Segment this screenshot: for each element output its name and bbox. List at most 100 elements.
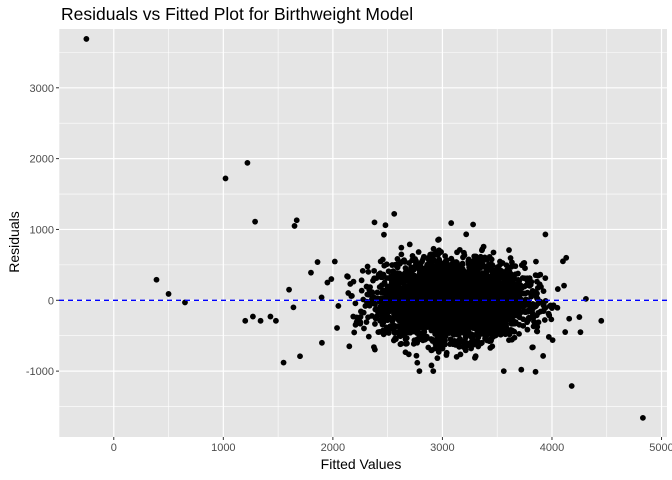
data-point [403,340,410,347]
data-point [463,333,470,339]
data-point [252,218,258,225]
data-point [444,313,451,320]
data-point [472,267,479,274]
data-point [352,300,359,307]
data-point [639,414,646,421]
data-point [347,281,354,287]
data-point [331,258,338,265]
data-point [412,260,419,266]
data-point [534,328,541,335]
data-point [478,340,484,347]
data-point [430,325,436,331]
data-point [442,320,449,327]
data-point [465,261,472,267]
data-point [319,339,325,346]
data-point [359,267,366,274]
data-point [407,329,414,336]
data-point [475,257,482,264]
data-point [371,346,378,353]
data-point [456,312,463,319]
data-point [428,312,434,319]
plot-panel [59,29,667,437]
data-point [364,263,371,270]
data-point [153,276,160,283]
data-point [414,359,421,366]
data-point [371,267,378,274]
data-point [522,297,529,304]
data-point [500,284,507,291]
data-point [492,266,499,273]
data-point [448,279,454,285]
data-point [360,296,367,303]
data-point [372,321,378,327]
data-point [504,268,511,275]
data-point [365,333,372,340]
data-point [524,319,531,326]
data-point [390,301,396,308]
data-point [398,251,405,258]
data-point [435,320,442,326]
data-point [503,262,510,269]
data-point [363,283,370,290]
x-axis-ticks: 0 1000 2000 3000 4000 5000 [111,437,672,454]
data-point [461,249,467,256]
data-point [439,293,446,300]
data-point [488,313,495,320]
data-point [598,317,605,324]
data-point [414,330,420,336]
data-point [407,309,414,316]
data-point [428,294,435,301]
minor-gridlines [58,29,667,437]
data-point [413,352,420,359]
data-point [488,280,494,287]
data-point [395,317,402,324]
data-point [435,332,442,338]
data-point [520,316,527,323]
data-point [411,313,418,320]
data-point [408,318,415,325]
data-point [395,281,402,288]
data-point [408,274,415,280]
data-point [503,320,509,327]
data-point [507,255,514,261]
data-point [480,271,487,278]
y-tick-label: 1000 [30,224,54,236]
data-point [463,324,469,331]
data-point [464,340,471,347]
data-point [83,36,90,42]
data-point [456,288,462,295]
data-point [480,283,486,289]
data-point [451,268,458,275]
data-point [458,325,465,332]
data-point [381,231,387,238]
data-point [406,241,413,248]
data-point [449,326,455,333]
data-point [448,290,455,296]
data-point [405,323,412,330]
data-point [373,275,380,281]
data-point [533,302,540,309]
data-point [419,267,426,274]
data-point [506,247,512,253]
data-point [415,249,422,255]
data-point [353,319,360,325]
data-point [535,309,542,316]
x-tick-label: 0 [111,442,117,454]
data-point [459,269,466,276]
data-point [182,299,188,306]
data-point [361,325,367,332]
data-point [222,175,229,182]
data-point [346,343,353,350]
chart-title: Residuals vs Fitted Plot for Birthweight… [61,4,414,24]
y-tick-label: 0 [48,295,54,307]
data-point [456,299,463,306]
data-point [568,383,575,389]
data-point [518,366,525,373]
data-point [353,314,360,321]
data-point [389,318,396,325]
data-point [503,325,510,331]
data-point [391,330,398,336]
data-point [419,317,425,324]
data-point [385,268,392,275]
